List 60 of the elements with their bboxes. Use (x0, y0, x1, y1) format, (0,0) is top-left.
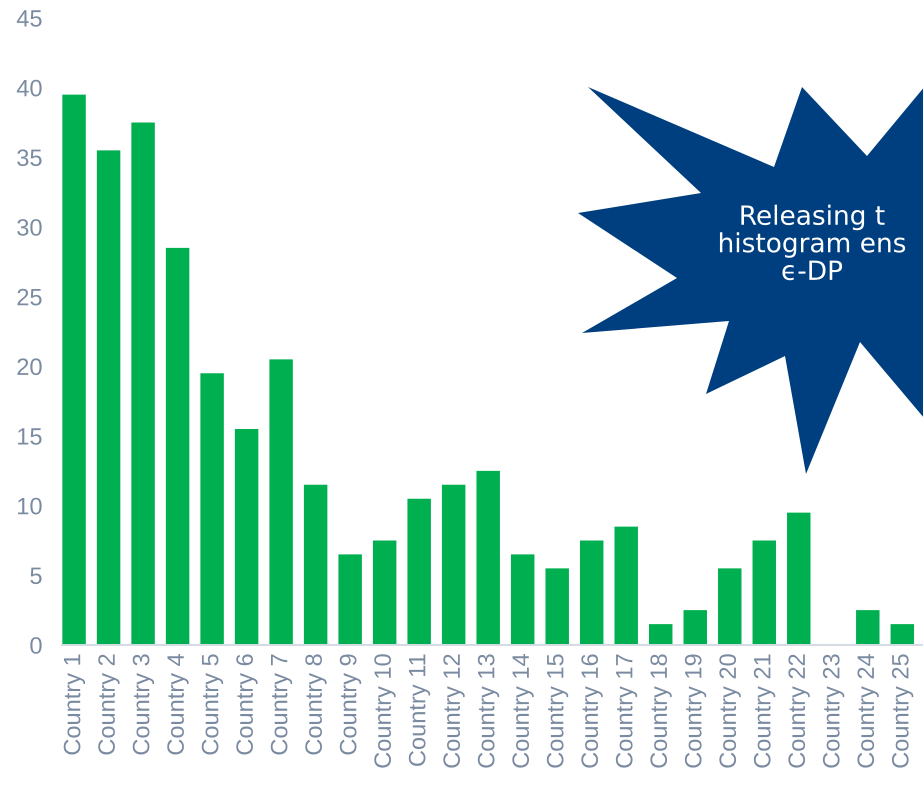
bar (752, 540, 776, 645)
bar (62, 94, 86, 645)
x-tick-label: Country 12 (443, 654, 465, 768)
x-tick-label: Country 14 (512, 654, 534, 768)
x-tick-label: Country 11 (408, 654, 430, 766)
bar (649, 624, 672, 645)
bar (269, 359, 293, 645)
x-tick-label: Country 10 (374, 654, 396, 768)
y-tick-label: 5 (30, 568, 42, 584)
bar (545, 568, 569, 645)
y-tick-label: 40 (16, 80, 42, 96)
bar (407, 498, 431, 645)
bar (614, 526, 638, 645)
x-tick-label: Country 24 (857, 654, 879, 768)
x-tick-label: Country 3 (132, 654, 154, 754)
x-tick-label: Country 17 (616, 654, 638, 768)
x-tick-label: Country 2 (98, 654, 120, 754)
bar (166, 248, 190, 645)
x-tick-label: Country 20 (719, 654, 741, 768)
x-tick-label: Country 18 (650, 654, 672, 768)
x-tick-label: Country 8 (305, 654, 327, 754)
y-tick-label: 25 (17, 288, 42, 306)
bar (234, 429, 258, 645)
y-tick-label: 15 (18, 428, 42, 445)
y-tick-label: 20 (17, 358, 42, 376)
x-tick-label: Country 4 (167, 654, 189, 754)
bar (442, 484, 466, 645)
bar (338, 554, 362, 645)
bar (476, 470, 500, 645)
y-tick-label: 10 (18, 498, 42, 514)
x-tick-label: Country 25 (892, 654, 914, 768)
y-tick-label: 35 (17, 149, 42, 166)
x-tick-label: Country 22 (788, 654, 810, 768)
bar (856, 610, 880, 645)
bar (718, 568, 742, 645)
x-tick-label: Country 9 (340, 654, 362, 754)
y-tick-label: 45 (16, 10, 42, 27)
bar (510, 554, 534, 645)
bar (131, 122, 155, 645)
x-tick-label: Country 6 (236, 654, 258, 754)
bar (200, 373, 224, 645)
y-tick-label: 0 (30, 637, 42, 654)
bar (304, 484, 328, 645)
x-tick-label: Country 1 (64, 654, 86, 754)
bar (580, 540, 604, 645)
x-tick-label: Country 16 (581, 654, 603, 768)
x-tick-label: Country 19 (684, 654, 706, 768)
bar (684, 610, 707, 645)
y-tick-label: 30 (17, 219, 42, 236)
annotation: Releasing t histogram ens ϵ-DP (720, 204, 906, 280)
x-tick-label: Country 21 (754, 654, 776, 768)
x-tick-label: Country 13 (478, 654, 500, 768)
x-tick-label: Country 5 (202, 654, 224, 754)
bar (890, 624, 914, 645)
bar (96, 150, 120, 645)
x-tick-label: Country 15 (546, 654, 568, 768)
bar (787, 512, 810, 645)
x-tick-label: Country 23 (822, 654, 844, 768)
bar (372, 540, 396, 645)
x-tick-label: Country 7 (270, 654, 292, 754)
